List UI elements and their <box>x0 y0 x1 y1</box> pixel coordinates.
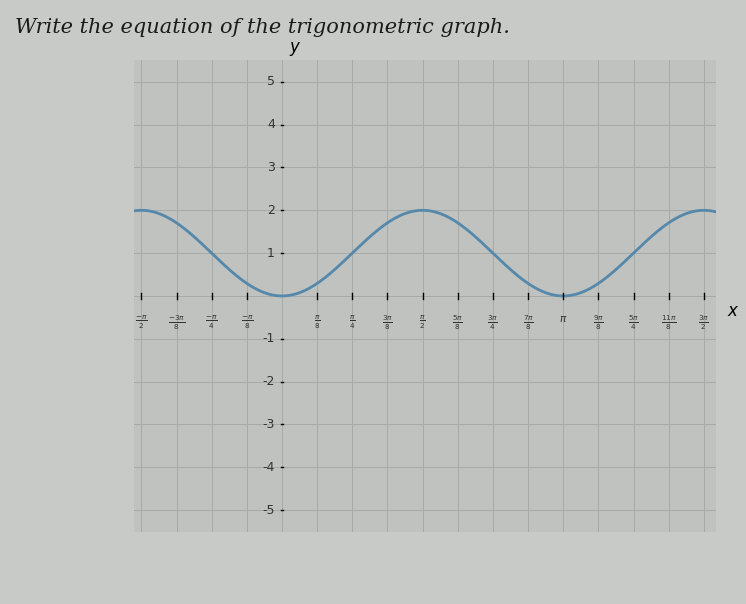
Text: -2: -2 <box>263 375 275 388</box>
Text: $\frac{7\pi}{8}$: $\frac{7\pi}{8}$ <box>522 314 533 332</box>
Text: $\frac{11\pi}{8}$: $\frac{11\pi}{8}$ <box>661 314 677 332</box>
Text: $\frac{3\pi}{2}$: $\frac{3\pi}{2}$ <box>698 314 709 332</box>
Text: $\frac{3\pi}{8}$: $\frac{3\pi}{8}$ <box>382 314 393 332</box>
Text: -1: -1 <box>263 332 275 345</box>
Text: $\frac{-\pi}{4}$: $\frac{-\pi}{4}$ <box>205 314 218 331</box>
Text: $\frac{5\pi}{4}$: $\frac{5\pi}{4}$ <box>628 314 639 332</box>
Text: 2: 2 <box>267 204 275 217</box>
Text: 3: 3 <box>267 161 275 174</box>
Text: -4: -4 <box>263 461 275 474</box>
Text: $\frac{-\pi}{2}$: $\frac{-\pi}{2}$ <box>135 314 148 331</box>
Text: $\frac{-3\pi}{8}$: $\frac{-3\pi}{8}$ <box>168 314 185 332</box>
Text: $y$: $y$ <box>289 40 301 58</box>
Text: -5: -5 <box>263 504 275 516</box>
Text: $x$: $x$ <box>727 302 739 320</box>
Text: Write the equation of the trigonometric graph.: Write the equation of the trigonometric … <box>15 18 510 37</box>
Text: $\frac{3\pi}{4}$: $\frac{3\pi}{4}$ <box>487 314 498 332</box>
Text: $\frac{-\pi}{8}$: $\frac{-\pi}{8}$ <box>240 314 253 331</box>
Text: 5: 5 <box>267 76 275 88</box>
Text: $\frac{\pi}{2}$: $\frac{\pi}{2}$ <box>419 314 426 331</box>
Text: $\frac{5\pi}{8}$: $\frac{5\pi}{8}$ <box>452 314 463 332</box>
Text: -3: -3 <box>263 418 275 431</box>
Text: $\frac{9\pi}{8}$: $\frac{9\pi}{8}$ <box>593 314 604 332</box>
Text: 1: 1 <box>267 246 275 260</box>
Text: 4: 4 <box>267 118 275 131</box>
Text: $\frac{\pi}{8}$: $\frac{\pi}{8}$ <box>314 314 321 331</box>
Text: $\frac{\pi}{4}$: $\frac{\pi}{4}$ <box>349 314 356 331</box>
Text: $\pi$: $\pi$ <box>559 314 568 324</box>
